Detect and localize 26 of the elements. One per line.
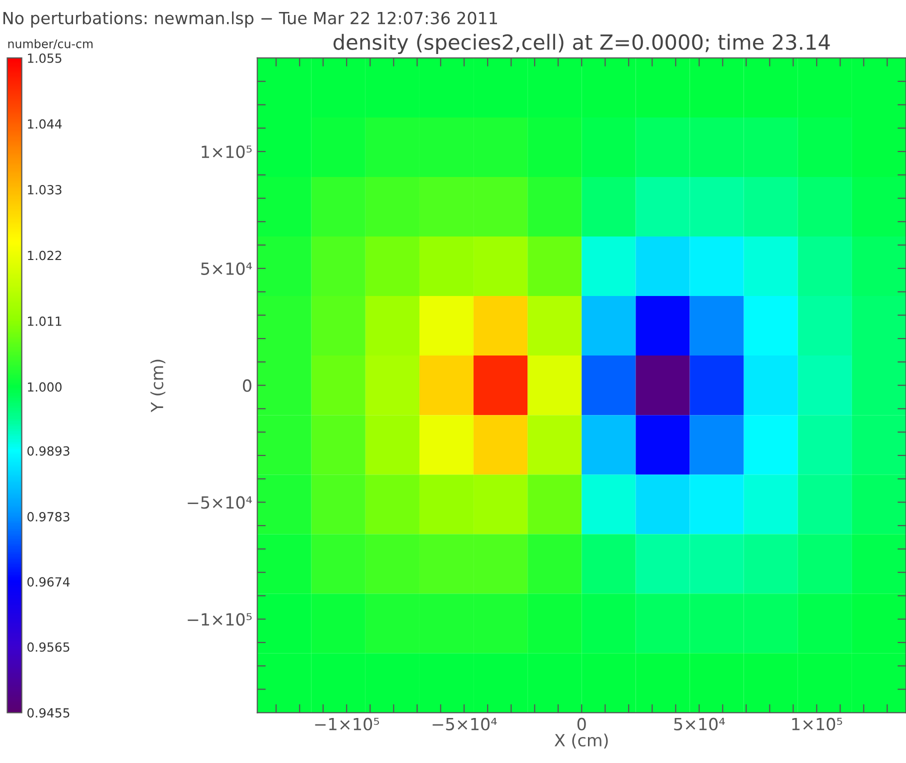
color-bar-label: 1.011 — [28, 316, 62, 326]
color-bar-label: 1.033 — [28, 184, 62, 194]
color-bar-label: 1.000 — [28, 382, 62, 392]
x-tick-label: −1×10⁵ — [315, 718, 380, 730]
x-tick-label: −5×10⁴ — [432, 718, 497, 730]
x-tick-label: 0 — [577, 718, 586, 730]
color-bar-label: 0.9674 — [27, 577, 70, 587]
chart-title: density (species2,cell) at Z=0.0000; time 23.14 — [334, 34, 830, 54]
color-bar-title: number/cu-cm — [8, 39, 93, 50]
y-tick-label: 5×10⁴ — [201, 262, 252, 275]
y-tick-label: −5×10⁴ — [188, 496, 252, 509]
x-axis-title: X (cm) — [554, 734, 608, 748]
y-axis-title: Y (cm) — [150, 360, 166, 412]
color-bar-label: 0.9565 — [27, 642, 70, 652]
x-tick-label: 1×10⁵ — [792, 718, 842, 730]
color-bar-label: 1.022 — [28, 250, 62, 260]
y-tick-label: 0 — [242, 379, 252, 392]
x-tick-label: 5×10⁴ — [674, 718, 725, 730]
color-bar-label: 1.044 — [28, 119, 62, 129]
text: No perturbations: newman.lsp − Tue Mar 22 12:07:36 2011 — [3, 11, 497, 28]
color-bar-label: 0.9455 — [27, 708, 70, 718]
y-tick-label: 1×10⁵ — [202, 145, 252, 158]
color-bar-label: 0.9783 — [27, 512, 70, 522]
color-bar-label: 1.055 — [28, 53, 62, 63]
y-tick-label: −1×10⁵ — [188, 613, 252, 626]
color-bar-label: 0.9893 — [27, 446, 70, 456]
